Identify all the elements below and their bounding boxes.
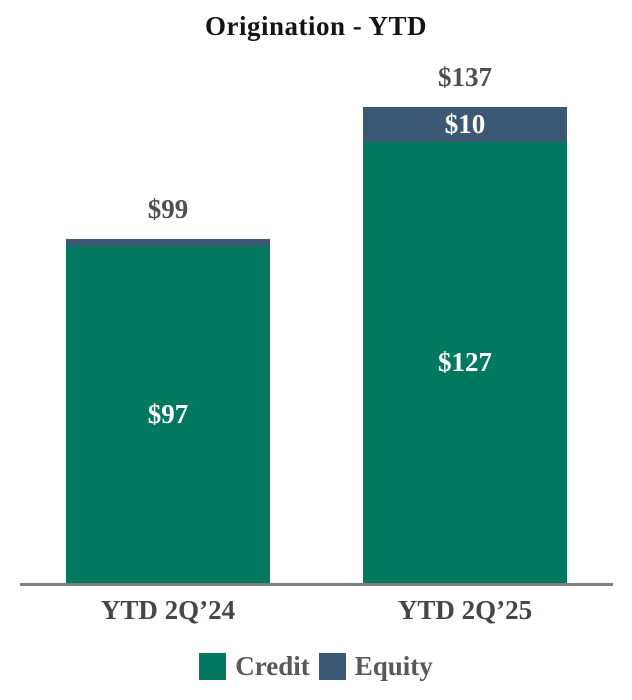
total-label-ytd-2q25: $137 xyxy=(438,62,492,93)
x-axis-line xyxy=(20,583,613,586)
stacked-bar-ytd-2q24: $97 xyxy=(66,239,270,583)
equity-legend-label: Equity xyxy=(354,651,433,681)
equity-segment-label: $10 xyxy=(444,109,486,139)
total-label-ytd-2q24: $99 xyxy=(147,194,189,225)
credit-segment: $97 xyxy=(66,246,270,583)
credit-segment: $127 xyxy=(363,142,567,583)
legend: Credit Equity xyxy=(0,651,632,682)
equity-legend-swatch-icon xyxy=(318,653,346,680)
equity-segment: $10 xyxy=(363,107,567,142)
credit-legend-label: Credit xyxy=(235,651,310,681)
equity-segment xyxy=(66,239,270,246)
chart-title: Origination - YTD xyxy=(204,11,427,41)
x-axis-label-ytd-2q25: YTD 2Q’25 xyxy=(397,595,533,625)
credit-segment-label: $97 xyxy=(147,399,189,429)
credit-legend-swatch-icon xyxy=(199,653,227,680)
credit-segment-label: $127 xyxy=(438,347,492,377)
stacked-bar-ytd-2q25: $10 $127 xyxy=(363,107,567,583)
x-axis-label-ytd-2q24: YTD 2Q’24 xyxy=(100,595,236,625)
